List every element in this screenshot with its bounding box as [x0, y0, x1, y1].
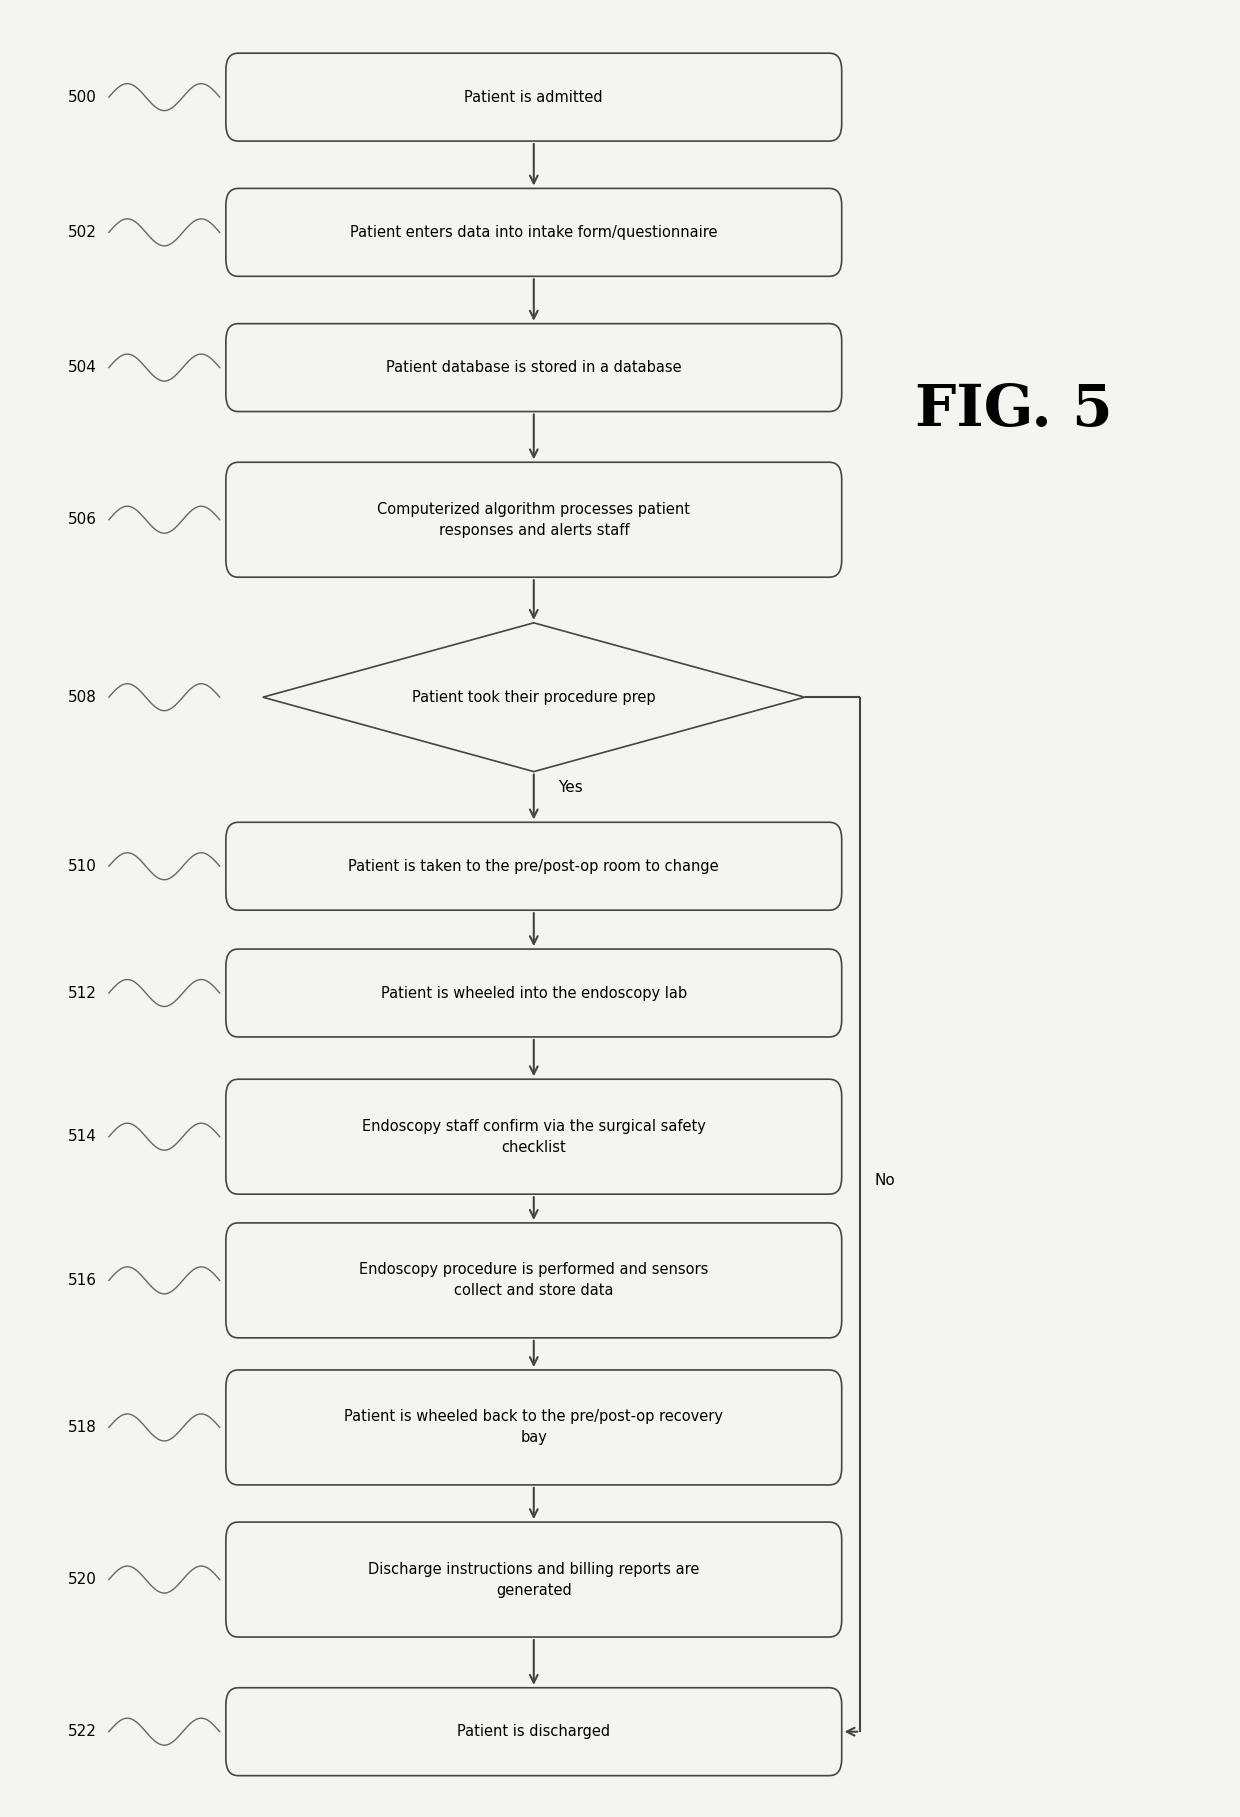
Text: 516: 516 [67, 1274, 97, 1288]
Text: Endoscopy staff confirm via the surgical safety
checklist: Endoscopy staff confirm via the surgical… [362, 1119, 706, 1154]
Polygon shape [263, 623, 805, 772]
Text: 514: 514 [68, 1128, 97, 1145]
Text: 502: 502 [68, 225, 97, 240]
Text: Patient took their procedure prep: Patient took their procedure prep [412, 690, 656, 705]
Text: 520: 520 [68, 1572, 97, 1586]
Text: FIG. 5: FIG. 5 [915, 382, 1114, 438]
Text: Patient is wheeled into the endoscopy lab: Patient is wheeled into the endoscopy la… [381, 985, 687, 1001]
Text: Yes: Yes [558, 779, 583, 796]
FancyBboxPatch shape [226, 462, 842, 578]
Text: 504: 504 [68, 360, 97, 374]
Text: 518: 518 [68, 1419, 97, 1435]
FancyBboxPatch shape [226, 948, 842, 1038]
Text: Patient is wheeled back to the pre/post-op recovery
bay: Patient is wheeled back to the pre/post-… [345, 1410, 723, 1446]
FancyBboxPatch shape [226, 1688, 842, 1775]
FancyBboxPatch shape [226, 1370, 842, 1484]
FancyBboxPatch shape [226, 1079, 842, 1194]
Text: 500: 500 [68, 89, 97, 105]
Text: Patient is admitted: Patient is admitted [465, 89, 603, 105]
FancyBboxPatch shape [226, 1523, 842, 1637]
Text: 510: 510 [68, 859, 97, 874]
Text: Patient enters data into intake form/questionnaire: Patient enters data into intake form/que… [350, 225, 718, 240]
FancyBboxPatch shape [226, 323, 842, 411]
Text: Patient database is stored in a database: Patient database is stored in a database [386, 360, 682, 374]
Text: 508: 508 [68, 690, 97, 705]
Text: Patient is taken to the pre/post-op room to change: Patient is taken to the pre/post-op room… [348, 859, 719, 874]
Text: Computerized algorithm processes patient
responses and alerts staff: Computerized algorithm processes patient… [377, 501, 691, 538]
Text: Discharge instructions and billing reports are
generated: Discharge instructions and billing repor… [368, 1561, 699, 1597]
FancyBboxPatch shape [226, 189, 842, 276]
Text: 506: 506 [67, 512, 97, 527]
FancyBboxPatch shape [226, 823, 842, 910]
Text: No: No [875, 1174, 895, 1188]
Text: Endoscopy procedure is performed and sensors
collect and store data: Endoscopy procedure is performed and sen… [360, 1263, 708, 1299]
FancyBboxPatch shape [226, 53, 842, 142]
Text: 522: 522 [68, 1724, 97, 1739]
Text: Patient is discharged: Patient is discharged [458, 1724, 610, 1739]
Text: 512: 512 [68, 985, 97, 1001]
FancyBboxPatch shape [226, 1223, 842, 1337]
